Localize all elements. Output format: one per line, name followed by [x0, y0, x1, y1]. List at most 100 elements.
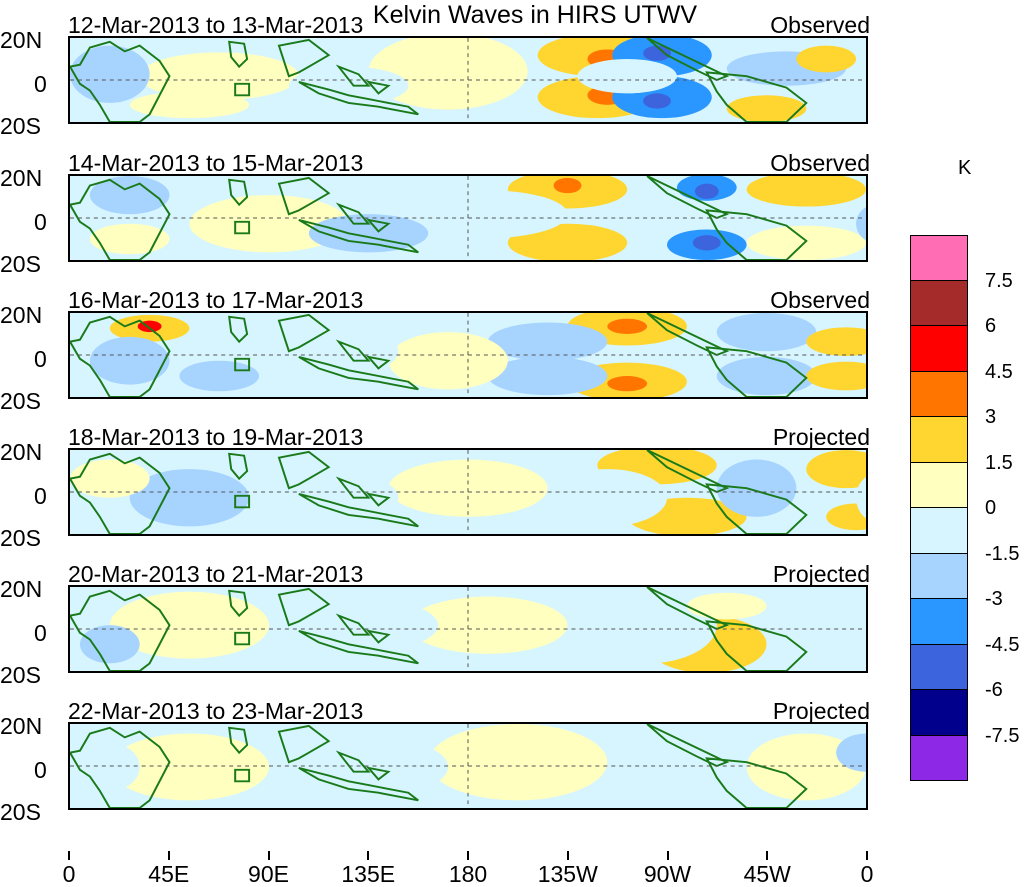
- anomaly-contour: [259, 596, 439, 654]
- colorbar-swatch: [910, 462, 968, 508]
- panel-date-label: 20-Mar-2013 to 21-Mar-2013: [68, 561, 364, 587]
- anomaly-contour: [796, 45, 857, 73]
- coastline: [365, 766, 391, 781]
- anomaly-contour: [577, 587, 717, 664]
- colorbar-label: -7.5: [985, 724, 1020, 747]
- map-field: [68, 585, 868, 673]
- anomaly-contour: [368, 38, 528, 110]
- anomaly-contour: [806, 450, 866, 489]
- coastline: [646, 587, 730, 631]
- lat-label: 20S: [0, 662, 41, 688]
- coastline: [234, 357, 251, 372]
- x-tick-label: 45E: [148, 861, 190, 887]
- map-field: [68, 722, 868, 810]
- anomaly-contour: [239, 469, 399, 527]
- coastline: [70, 452, 171, 534]
- colorbar-label: 4.5: [985, 360, 1013, 383]
- anomaly-contour: [692, 235, 721, 251]
- colorbar-swatch: [910, 599, 968, 645]
- coastline: [705, 483, 808, 534]
- anomaly-contour: [89, 336, 170, 385]
- x-tick-label: 135E: [341, 861, 396, 887]
- coastline: [70, 40, 171, 122]
- panel-date-label: 16-Mar-2013 to 17-Mar-2013: [68, 287, 364, 313]
- lat-label: 0: [34, 346, 47, 372]
- colorbar-label: 3: [985, 406, 997, 428]
- coastline: [228, 726, 249, 755]
- colorbar-label: -4.5: [985, 633, 1020, 656]
- map-field: [68, 448, 868, 536]
- colorbar-label: 7.5: [985, 269, 1013, 292]
- x-tick: [68, 851, 70, 860]
- anomaly-contour: [553, 177, 582, 194]
- lat-label: 20S: [0, 799, 41, 825]
- map-field: [68, 311, 868, 399]
- colorbar-label: -1.5: [985, 542, 1020, 565]
- colorbar-swatch: [910, 508, 968, 554]
- panel-status-label: Observed: [770, 12, 870, 38]
- anomaly-contour: [70, 459, 150, 498]
- panel-status-label: Observed: [770, 150, 870, 176]
- coastline: [234, 768, 251, 783]
- map-panel-3: 16-Mar-2013 to 17-Mar-2013 Observed 20N 0 20…: [0, 287, 1024, 424]
- lat-label: 0: [34, 620, 47, 646]
- colorbar-swatch: [910, 644, 968, 690]
- x-tick: [766, 851, 769, 860]
- colorbar-swatch: [910, 690, 968, 736]
- coastline: [234, 220, 251, 235]
- lat-label: 20S: [0, 388, 41, 414]
- coastline: [705, 757, 808, 808]
- panel-status-label: Projected: [772, 424, 870, 450]
- panel-status-label: Projected: [772, 698, 870, 724]
- coastline: [298, 766, 419, 802]
- colorbar-label: -3: [985, 588, 1003, 610]
- anomaly-contour: [89, 176, 170, 215]
- coastline: [228, 315, 249, 344]
- lat-label: 20S: [0, 113, 41, 139]
- coastline: [335, 202, 371, 225]
- anomaly-contour: [836, 733, 866, 772]
- coastline: [298, 218, 419, 254]
- anomaly-contour: [726, 95, 807, 122]
- anomaly-contour: [806, 327, 866, 356]
- anomaly-contour: [129, 91, 250, 119]
- colorbar-swatch: [910, 371, 968, 417]
- anomaly-contour: [856, 207, 866, 241]
- panel-date-label: 22-Mar-2013 to 23-Mar-2013: [68, 698, 364, 724]
- lat-label: 20N: [0, 165, 43, 191]
- coastline: [228, 178, 249, 207]
- colorbar-swatch: [910, 280, 968, 326]
- map-panel-1: 12-Mar-2013 to 13-Mar-2013 Observed 20N 0 20…: [0, 12, 1024, 149]
- coastline: [365, 80, 391, 95]
- map-panel-2: 14-Mar-2013 to 15-Mar-2013 Observed 20N 0 20…: [0, 150, 1024, 287]
- coastline: [335, 476, 371, 499]
- lat-label: 20S: [0, 251, 41, 277]
- anomaly-contour: [587, 724, 747, 801]
- anomaly-contour: [856, 477, 866, 519]
- coastline: [70, 726, 171, 808]
- lat-label: 20N: [0, 576, 43, 602]
- x-tick-label: 0: [860, 861, 874, 887]
- coastline: [646, 38, 730, 82]
- coastline: [705, 346, 808, 397]
- colorbar-swatch: [910, 326, 968, 372]
- coastline: [70, 178, 171, 260]
- anomaly-contour: [776, 596, 866, 654]
- lat-label: 0: [34, 71, 47, 97]
- coastline: [234, 82, 251, 97]
- x-tick: [566, 851, 569, 860]
- colorbar-swatch: [910, 735, 968, 781]
- coastline: [646, 176, 730, 220]
- anomaly-contour: [746, 225, 866, 260]
- map-panel-5: 20-Mar-2013 to 21-Mar-2013 Projected 20N 0 2…: [0, 561, 1024, 698]
- anomaly-contour: [249, 733, 449, 801]
- coastline: [234, 631, 251, 646]
- anomaly-contour: [129, 469, 250, 527]
- coastline: [705, 209, 808, 260]
- colorbar-label: 0: [985, 497, 997, 519]
- x-tick-label: 45W: [743, 861, 791, 887]
- coastline: [298, 629, 419, 665]
- colorbar: [910, 235, 968, 781]
- anomaly-contour: [577, 59, 677, 94]
- coastline: [335, 64, 371, 87]
